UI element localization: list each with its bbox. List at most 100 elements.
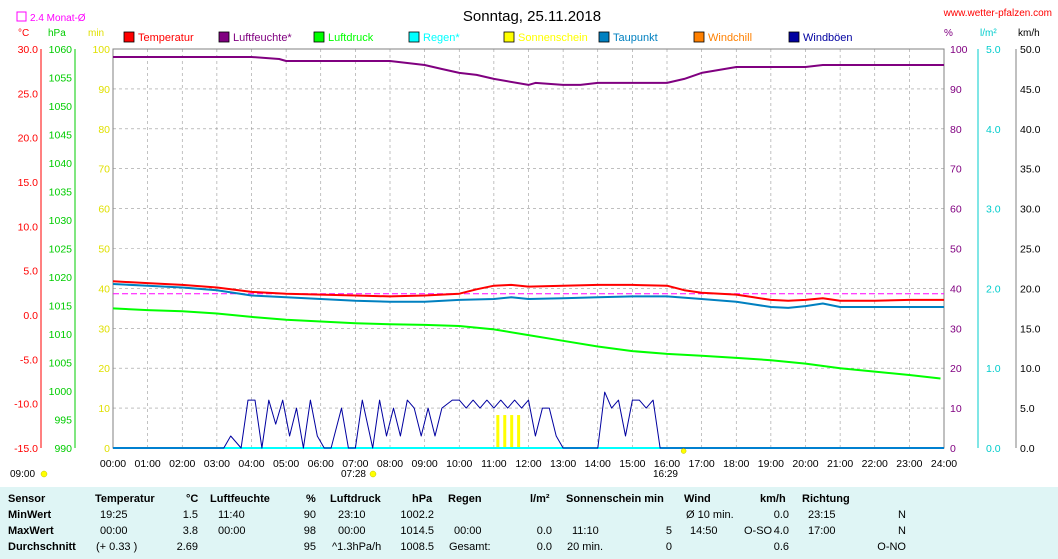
time-tick-label: 08:00 <box>377 458 403 470</box>
rain-tick-label: 3.0 <box>986 204 1001 216</box>
legend-swatch <box>218 31 230 43</box>
rain-tick-label: 5.0 <box>986 44 1001 56</box>
avg-legend-label: 2.4 Monat-Ø <box>30 13 86 24</box>
rain-tick-label: 2.0 <box>986 283 1001 295</box>
weather-chart: Sonntag, 25.11.2018 www.wetter-pfalzen.c… <box>10 8 1052 480</box>
pressure-tick-label: 1015 <box>49 301 73 313</box>
min-temp-value: 1.5 <box>182 509 198 521</box>
legend-label: Luftdruck <box>328 32 374 44</box>
sun-icon <box>40 470 48 478</box>
max-wind-value: 4.0 <box>773 525 789 537</box>
series-layer <box>112 56 944 454</box>
grid <box>112 48 945 449</box>
min-temp-time: 19:25 <box>100 509 128 521</box>
stats-header-rain: Regen <box>448 493 482 505</box>
min-hum-value: 90 <box>303 509 316 521</box>
pressure-tick-label: 1060 <box>49 44 73 56</box>
total-rain-value: 0.0 <box>536 541 552 553</box>
wind-tick-label: 50.0 <box>1020 44 1041 56</box>
legend-label: Windchill <box>708 32 752 44</box>
pressure-tick-label: 1025 <box>49 244 73 256</box>
time-tick-label: 04:00 <box>238 458 264 470</box>
min-press-time: 23:10 <box>338 509 366 521</box>
max-wind-dir: O-SO <box>744 525 773 537</box>
legend-swatch <box>788 31 800 43</box>
pressure-tick-label: 1010 <box>49 329 73 341</box>
min-wind-value: 0.0 <box>773 509 789 521</box>
time-tick-label: 20:00 <box>792 458 818 470</box>
minute-tick-label: 50 <box>98 244 110 256</box>
stats-header-temp-unit: °C <box>186 493 199 505</box>
pressure-series-line <box>112 307 941 380</box>
pressure-tick-label: 1035 <box>49 187 73 199</box>
legend-swatch <box>503 31 515 43</box>
website-label: www.wetter-pfalzen.com <box>943 8 1052 19</box>
time-tick-label: 18:00 <box>723 458 749 470</box>
legend-swatch <box>408 31 420 43</box>
temp-tick-label: -10.0 <box>14 399 38 411</box>
wind-tick-label: 5.0 <box>1020 403 1035 415</box>
temp-tick-label: 25.0 <box>18 88 39 100</box>
pressure-tick-label: 1040 <box>49 158 73 170</box>
temp-tick-label: 0.0 <box>23 310 38 322</box>
time-tick-label: 11:00 <box>481 458 507 470</box>
max-sun-value: 5 <box>665 525 672 537</box>
minute-tick-label: 90 <box>98 84 110 96</box>
wind-tick-label: 30.0 <box>1020 204 1041 216</box>
time-tick-label: 03:00 <box>204 458 230 470</box>
minute-tick-label: 70 <box>98 164 110 176</box>
sunrise-icon <box>369 470 377 478</box>
stats-header-hum-unit: % <box>306 493 316 505</box>
humidity-tick-label: 50 <box>950 244 962 256</box>
time-tick-label: 10:00 <box>446 458 472 470</box>
time-tick-label: 00:00 <box>100 458 126 470</box>
min-wind-label: Ø 10 min. <box>686 509 734 521</box>
wind-gust-series-line <box>113 391 944 449</box>
stats-table: Sensor Temperatur °C Luftfeuchte % Luftd… <box>0 487 1058 559</box>
avg-temp-change: (+ 0.33 ) <box>96 541 138 553</box>
stats-header-wind: Wind <box>684 493 711 505</box>
wind-tick-label: 40.0 <box>1020 124 1041 136</box>
time-tick-label: 21:00 <box>827 458 853 470</box>
axes: 30.0 25.0 20.0 15.0 10.0 5.0 0.0 -5.0 -10.0 -15.0… <box>14 44 1041 470</box>
legend-swatch <box>693 31 705 43</box>
max-press-value: 1014.5 <box>400 525 434 537</box>
pressure-tick-label: 1055 <box>49 73 73 85</box>
min-dir-value: N <box>898 509 906 521</box>
unit-rain: l/m² <box>980 28 997 39</box>
start-time-label: 09:00 <box>10 469 35 480</box>
temperature-series-line <box>112 280 944 302</box>
legend-label: Sonnenschein <box>518 32 588 44</box>
time-tick-label: 23:00 <box>896 458 922 470</box>
pressure-tick-label: 1045 <box>49 130 73 142</box>
time-tick-label: 09:00 <box>411 458 437 470</box>
avg-hum-value: 95 <box>303 541 316 553</box>
sunshine-bar <box>510 415 514 448</box>
unit-wind: km/h <box>1018 28 1040 39</box>
avg-legend-box <box>16 11 27 22</box>
min-press-value: 1002.2 <box>400 509 434 521</box>
row-label-min: MinWert <box>8 509 52 521</box>
max-temp-time: 00:00 <box>100 525 128 537</box>
pressure-tick-label: 990 <box>54 443 72 455</box>
unit-pressure: hPa <box>48 28 66 39</box>
humidity-tick-label: 10 <box>950 403 962 415</box>
temp-tick-label: 10.0 <box>18 221 39 233</box>
rain-tick-label: 4.0 <box>986 124 1001 136</box>
avg-wind-value: 0.6 <box>773 541 789 553</box>
avg-press-trend: ^1.3hPa/h <box>332 541 382 553</box>
time-tick-label: 12:00 <box>515 458 541 470</box>
humidity-tick-label: 100 <box>950 44 968 56</box>
minute-tick-label: 80 <box>98 124 110 136</box>
sunset-label: 16:29 <box>653 469 678 480</box>
row-label-avg: Durchschnitt <box>8 541 76 553</box>
stats-header-sensor: Sensor <box>8 493 46 505</box>
legend-label: Regen* <box>423 32 460 44</box>
legend-label: Luftfeuchte* <box>233 32 292 44</box>
stats-header-press: Luftdruck <box>330 493 381 505</box>
humidity-tick-label: 90 <box>950 84 962 96</box>
wind-tick-label: 15.0 <box>1020 323 1041 335</box>
humidity-tick-label: 80 <box>950 124 962 136</box>
avg-temp-value: 2.69 <box>176 541 198 553</box>
row-label-max: MaxWert <box>8 525 54 537</box>
